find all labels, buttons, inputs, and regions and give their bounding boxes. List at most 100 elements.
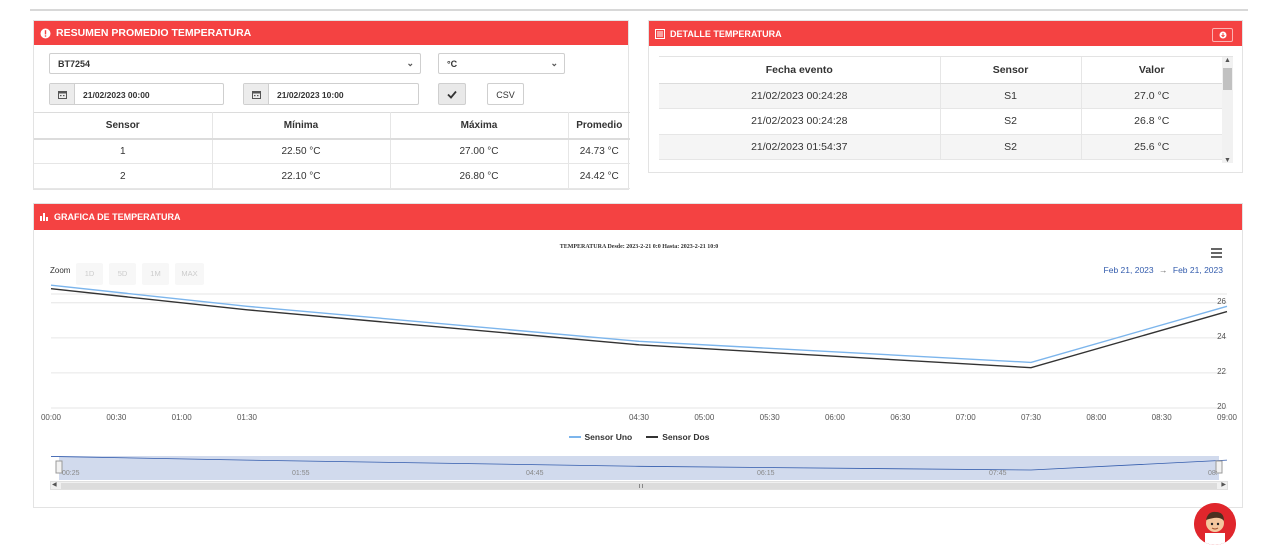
scroll-right-icon[interactable]: ▶ (1221, 482, 1226, 488)
table-cell: 1 (34, 138, 213, 164)
date-from-field[interactable]: 21/02/2023 00:00 (49, 83, 224, 105)
navigator-label: 01:55 (292, 470, 310, 477)
table-cell: 26.80 °C (390, 163, 569, 189)
calendar-icon (50, 84, 75, 104)
scrollbar-grip[interactable] (639, 484, 643, 488)
resumen-title: RESUMEN PROMEDIO TEMPERATURA (56, 27, 252, 39)
x-tick-label: 00:00 (40, 413, 62, 422)
range-to[interactable]: Feb 21, 2023 (1172, 265, 1223, 275)
x-tick-label: 06:00 (824, 413, 846, 422)
temperature-chart (50, 284, 1228, 480)
zoom-label: Zoom (50, 266, 71, 275)
scroll-up-icon[interactable]: ▲ (1224, 57, 1231, 64)
col-header: Máxima (390, 112, 569, 140)
series-line-1 (50, 284, 1228, 364)
resumen-table: Sensor Mínima Máxima Promedio 1 22.50 °C… (34, 112, 630, 189)
scrollbar-thumb[interactable] (61, 483, 1217, 489)
table-row: 1 22.50 °C 27.00 °C 24.73 °C (34, 138, 630, 164)
zoom-max-button[interactable]: MAX (175, 263, 204, 285)
x-tick-label: 09:00 (1216, 413, 1238, 422)
legend-swatch (646, 436, 659, 438)
x-tick-label: 07:00 (955, 413, 976, 422)
scroll-down-icon[interactable]: ▼ (1224, 157, 1231, 163)
detalle-title: DETALLE TEMPERATURA (670, 28, 782, 39)
unit-select-value: °C (447, 59, 458, 69)
x-tick-label: 05:00 (694, 413, 715, 422)
col-header: Mínima (212, 112, 391, 140)
table-cell: 21/02/2023 00:24:28 (659, 108, 941, 135)
legend-item-sensor-uno[interactable]: Sensor Uno (568, 432, 633, 442)
table-cell: 27.00 °C (390, 138, 569, 164)
table-cell: 21/02/2023 00:24:28 (659, 83, 941, 109)
resumen-header: RESUMEN PROMEDIO TEMPERATURA (34, 21, 628, 45)
range-arrow: → (1159, 265, 1168, 275)
date-to-field[interactable]: 21/02/2023 10:00 (243, 83, 419, 105)
date-range-display[interactable]: Feb 21, 2023 → Feb 21, 2023 (1104, 265, 1223, 275)
hamburger-menu-icon[interactable] (1211, 248, 1222, 260)
table-cell: 22.50 °C (212, 138, 391, 164)
x-tick-label: 00:30 (106, 413, 127, 422)
grafica-title: GRAFICA DE TEMPERATURA (54, 212, 181, 222)
vertical-scrollbar[interactable]: ▲ ▼ (1222, 57, 1233, 163)
chevron-down-icon: ⌄ (550, 58, 558, 68)
navigator-label: 04:45 (526, 470, 544, 477)
x-tick-label: 08:00 (1086, 413, 1107, 422)
device-select[interactable]: BT7254 ⌄ (49, 53, 421, 74)
detalle-panel: DETALLE TEMPERATURA Fecha evento Sensor … (648, 20, 1243, 173)
navigator-label: 08: (1208, 470, 1218, 477)
grafica-header: GRAFICA DE TEMPERATURA (34, 204, 1242, 230)
legend-label: Sensor Uno (584, 432, 633, 442)
x-tick-label: 06:30 (890, 413, 911, 422)
legend-swatch (568, 436, 581, 438)
scrollbar-thumb[interactable] (1223, 68, 1232, 90)
table-cell: 21/02/2023 01:54:37 (659, 134, 941, 160)
table-cell: 2 (34, 163, 213, 189)
grafica-panel: GRAFICA DE TEMPERATURA TEMPERATURA Desde… (33, 203, 1243, 508)
x-tick-label: 04:30 (628, 413, 650, 422)
chart-grid (51, 293, 1227, 409)
navigator-handle (55, 460, 63, 474)
col-header: Sensor (34, 112, 213, 140)
table-cell: 25.6 °C (1081, 134, 1222, 160)
x-tick-label: 01:30 (236, 413, 258, 422)
assistant-avatar[interactable] (1194, 503, 1236, 545)
navigator-label: 00:25 (62, 470, 80, 477)
zoom-1m-button[interactable]: 1M (142, 263, 169, 285)
y-tick-label: 26 (1217, 296, 1226, 306)
table-cell: S2 (940, 134, 1082, 160)
x-tick-label: 01:00 (171, 413, 192, 422)
y-tick-label: 22 (1217, 366, 1226, 376)
table-cell: 27.0 °C (1081, 83, 1222, 109)
scroll-left-icon[interactable]: ◀ (52, 482, 57, 488)
table-cell: 26.8 °C (1081, 108, 1222, 135)
csv-button[interactable]: CSV (487, 83, 524, 105)
unit-select[interactable]: °C ⌄ (438, 53, 565, 74)
x-tick-label: 08:30 (1151, 413, 1172, 422)
zoom-1d-button[interactable]: 1D (76, 263, 103, 285)
detalle-table-container[interactable]: Fecha evento Sensor Valor 21/02/2023 00:… (659, 56, 1233, 163)
table-cell: 24.42 °C (568, 163, 630, 189)
zoom-5d-button[interactable]: 5D (109, 263, 136, 285)
navigator-label: 06:15 (757, 470, 775, 477)
table-cell: 24.73 °C (568, 138, 630, 164)
avatar-face-icon (1194, 503, 1236, 545)
x-tick-label: 07:30 (1020, 413, 1042, 422)
chart-navigator (50, 456, 1228, 480)
calendar-icon (244, 84, 269, 104)
bar-chart-icon (40, 213, 49, 221)
legend-item-sensor-dos[interactable]: Sensor Dos (646, 432, 709, 442)
x-tick-label: 05:30 (759, 413, 780, 422)
table-cell: 22.10 °C (212, 163, 391, 189)
horizontal-scrollbar[interactable]: ◀ ▶ (50, 481, 1228, 490)
range-from[interactable]: Feb 21, 2023 (1103, 265, 1154, 275)
table-cell: S1 (940, 83, 1082, 109)
resumen-panel: RESUMEN PROMEDIO TEMPERATURA BT7254 ⌄ °C… (33, 20, 630, 190)
navigator-label: 07:45 (989, 470, 1007, 477)
col-header: Sensor (940, 57, 1082, 84)
navigator-series (50, 456, 1228, 471)
col-header: Valor (1081, 57, 1222, 84)
series-line-2 (50, 288, 1228, 369)
download-button[interactable] (1212, 28, 1233, 42)
apply-button[interactable] (438, 83, 466, 105)
exclamation-circle-icon (40, 28, 51, 39)
